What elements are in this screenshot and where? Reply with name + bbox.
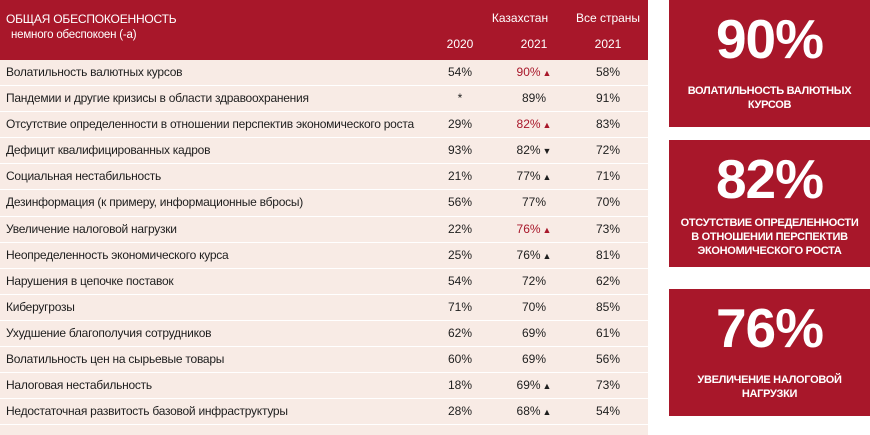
highlight-value: 90%: [715, 8, 824, 70]
row-label: Волатильность валютных курсов: [6, 65, 183, 79]
row-label: Социальная нестабильность: [6, 169, 161, 184]
concerns-table: ОБЩАЯ ОБЕСПОКОЕННОСТЬ немного обеспокоен…: [0, 0, 648, 435]
row-label: Пандемии и другие кризисы в области здра…: [6, 91, 309, 106]
table-subtitle: немного обеспокоен (-а): [11, 29, 137, 41]
value-kz-2020: 28%: [447, 404, 473, 419]
arrow-up-icon: ▲: [542, 68, 552, 78]
value-kz-2020: 21%: [447, 169, 473, 184]
value-kz-2020: 93%: [447, 143, 473, 158]
table-title: ОБЩАЯ ОБЕСПОКОЕННОСТЬ: [6, 12, 177, 26]
row-label: Волатильность цен на сырьевые товары: [6, 352, 225, 367]
value-kz-2021: 77%: [521, 195, 547, 210]
value-kz-2021: 82% ▼: [516, 143, 552, 158]
value-kz-2020: 62%: [447, 325, 473, 340]
year-kz-2021: 2021: [520, 37, 548, 51]
value-kz-2020: 25%: [447, 247, 473, 262]
value-kz-2021: 76% ▲: [516, 247, 552, 262]
arrow-up-icon: ▲: [542, 407, 552, 418]
row-label: Недостаточная развитость базовой инфраст…: [6, 404, 288, 419]
group-kazakhstan: Казахстан: [491, 11, 549, 25]
value-all-2021: 61%: [595, 325, 621, 340]
group-all-countries: Все страны: [575, 11, 641, 25]
value-kz-2021: 82% ▲: [516, 117, 552, 132]
highlight-card: 82% ОТСУТСТВИЕ ОПРЕДЕЛЕННОСТИ В ОТНОШЕНИИ …: [669, 140, 870, 267]
table-row: Дефицит квалифицированных кадров 93% 82% ▼ 7…: [0, 138, 648, 165]
row-label: Киберугрозы: [6, 299, 75, 314]
value-kz-2020: 71%: [447, 299, 473, 314]
arrow-up-icon: ▲: [542, 120, 552, 131]
value-all-2021: 56%: [595, 352, 621, 367]
table-header: ОБЩАЯ ОБЕСПОКОЕННОСТЬ немного обеспокоен…: [0, 0, 648, 60]
table-row: Отсутствие определенности в отношении пе…: [0, 112, 648, 139]
row-label: Дезинформация (к примеру, информационные…: [6, 195, 303, 210]
value-all-2021: 58%: [595, 65, 621, 79]
arrow-down-icon: ▼: [542, 146, 552, 157]
value-all-2021: 73%: [595, 378, 621, 393]
value-kz-2021: 72%: [521, 273, 547, 288]
highlight-value: 82%: [715, 148, 824, 210]
table-row: Недостаточная развитость базовой инфраст…: [0, 399, 648, 426]
value-kz-2020: 56%: [447, 195, 473, 210]
table-row: Социальная нестабильность 21% 77% ▲ 71%: [0, 164, 648, 191]
table-row: Волатильность цен на сырьевые товары 60% 6…: [0, 347, 648, 374]
highlight-caption: ОТСУТСТВИЕ ОПРЕДЕЛЕННОСТИ В ОТНОШЕНИИ ПЕР…: [680, 217, 859, 257]
value-kz-2020: *: [457, 91, 463, 106]
value-kz-2021: 69% ▲: [516, 378, 552, 393]
highlight-card: 76% УВЕЛИЧЕНИЕ НАЛОГОВОЙ НАГРУЗКИ: [669, 289, 870, 416]
year-all-2021: 2021: [594, 37, 622, 51]
table-row: Пандемии и другие кризисы в области здра…: [0, 86, 648, 113]
row-label: Отсутствие определенности в отношении пе…: [6, 117, 414, 132]
arrow-up-icon: ▲: [542, 172, 552, 183]
arrow-up-icon: ▲: [542, 224, 552, 235]
value-kz-2020: 29%: [447, 117, 473, 132]
value-all-2021: 85%: [595, 299, 621, 314]
value-kz-2021: 70%: [521, 299, 547, 314]
row-label: Увеличение налоговой нагрузки: [6, 221, 177, 236]
value-kz-2021: 90% ▲: [516, 65, 552, 79]
value-kz-2020: 60%: [447, 352, 473, 367]
year-kz-2020: 2020: [446, 37, 474, 51]
row-label: Неопределенность экономического курса: [6, 247, 229, 262]
value-kz-2021: 89%: [521, 91, 547, 106]
value-all-2021: 72%: [595, 143, 621, 158]
table-row: Ухудшение благополучия сотрудников 62% 69%…: [0, 321, 648, 348]
table-row: Дезинформация (к примеру, информационные…: [0, 190, 648, 217]
value-kz-2021: 68% ▲: [516, 404, 552, 419]
row-label: Ухудшение благополучия сотрудников: [6, 325, 212, 340]
value-kz-2020: 54%: [447, 273, 473, 288]
row-label: Налоговая нестабильность: [6, 378, 152, 393]
value-kz-2020: 54%: [447, 65, 473, 79]
value-all-2021: 91%: [595, 91, 621, 106]
value-kz-2020: 22%: [447, 221, 473, 236]
highlight-card: 90% ВОЛАТИЛЬНОСТЬ ВАЛЮТНЫХ КУРСОВ: [669, 0, 870, 127]
highlight-caption: УВЕЛИЧЕНИЕ НАЛОГОВОЙ НАГРУЗКИ: [697, 374, 842, 400]
table-row: Волатильность валютных курсов 54% 90% ▲ 58%: [0, 60, 648, 87]
value-all-2021: 81%: [595, 247, 621, 262]
table-row: Киберугрозы 71% 70% 85%: [0, 295, 648, 321]
row-label: Нарушения в цепочке поставок: [6, 273, 174, 288]
value-all-2021: 62%: [595, 273, 621, 288]
table-row: Налоговая нестабильность 18% 69% ▲ 73%: [0, 373, 648, 400]
row-label: Дефицит квалифицированных кадров: [6, 143, 211, 158]
arrow-up-icon: ▲: [542, 381, 552, 392]
value-all-2021: 83%: [595, 117, 621, 132]
table-row: Неопределенность экономического курса 25%…: [0, 243, 648, 269]
value-kz-2021: 77% ▲: [516, 169, 552, 184]
table-row: Нарушения в цепочке поставок 54% 72% 62%: [0, 269, 648, 295]
value-all-2021: 54%: [595, 404, 621, 419]
highlight-value: 76%: [715, 297, 824, 359]
value-kz-2021: 69%: [521, 352, 547, 367]
value-kz-2020: 18%: [447, 378, 473, 393]
table-body: Волатильность валютных курсов 54% 90% ▲ 58% П…: [0, 60, 648, 426]
value-all-2021: 70%: [595, 195, 621, 210]
value-kz-2021: 76% ▲: [516, 221, 552, 236]
highlight-caption: ВОЛАТИЛЬНОСТЬ ВАЛЮТНЫХ КУРСОВ: [687, 85, 852, 111]
value-kz-2021: 69%: [521, 325, 547, 340]
arrow-up-icon: ▲: [542, 250, 552, 261]
value-all-2021: 73%: [595, 221, 621, 236]
value-all-2021: 71%: [595, 169, 621, 184]
table-row: Увеличение налоговой нагрузки 22% 76% ▲ 73%: [0, 217, 648, 243]
